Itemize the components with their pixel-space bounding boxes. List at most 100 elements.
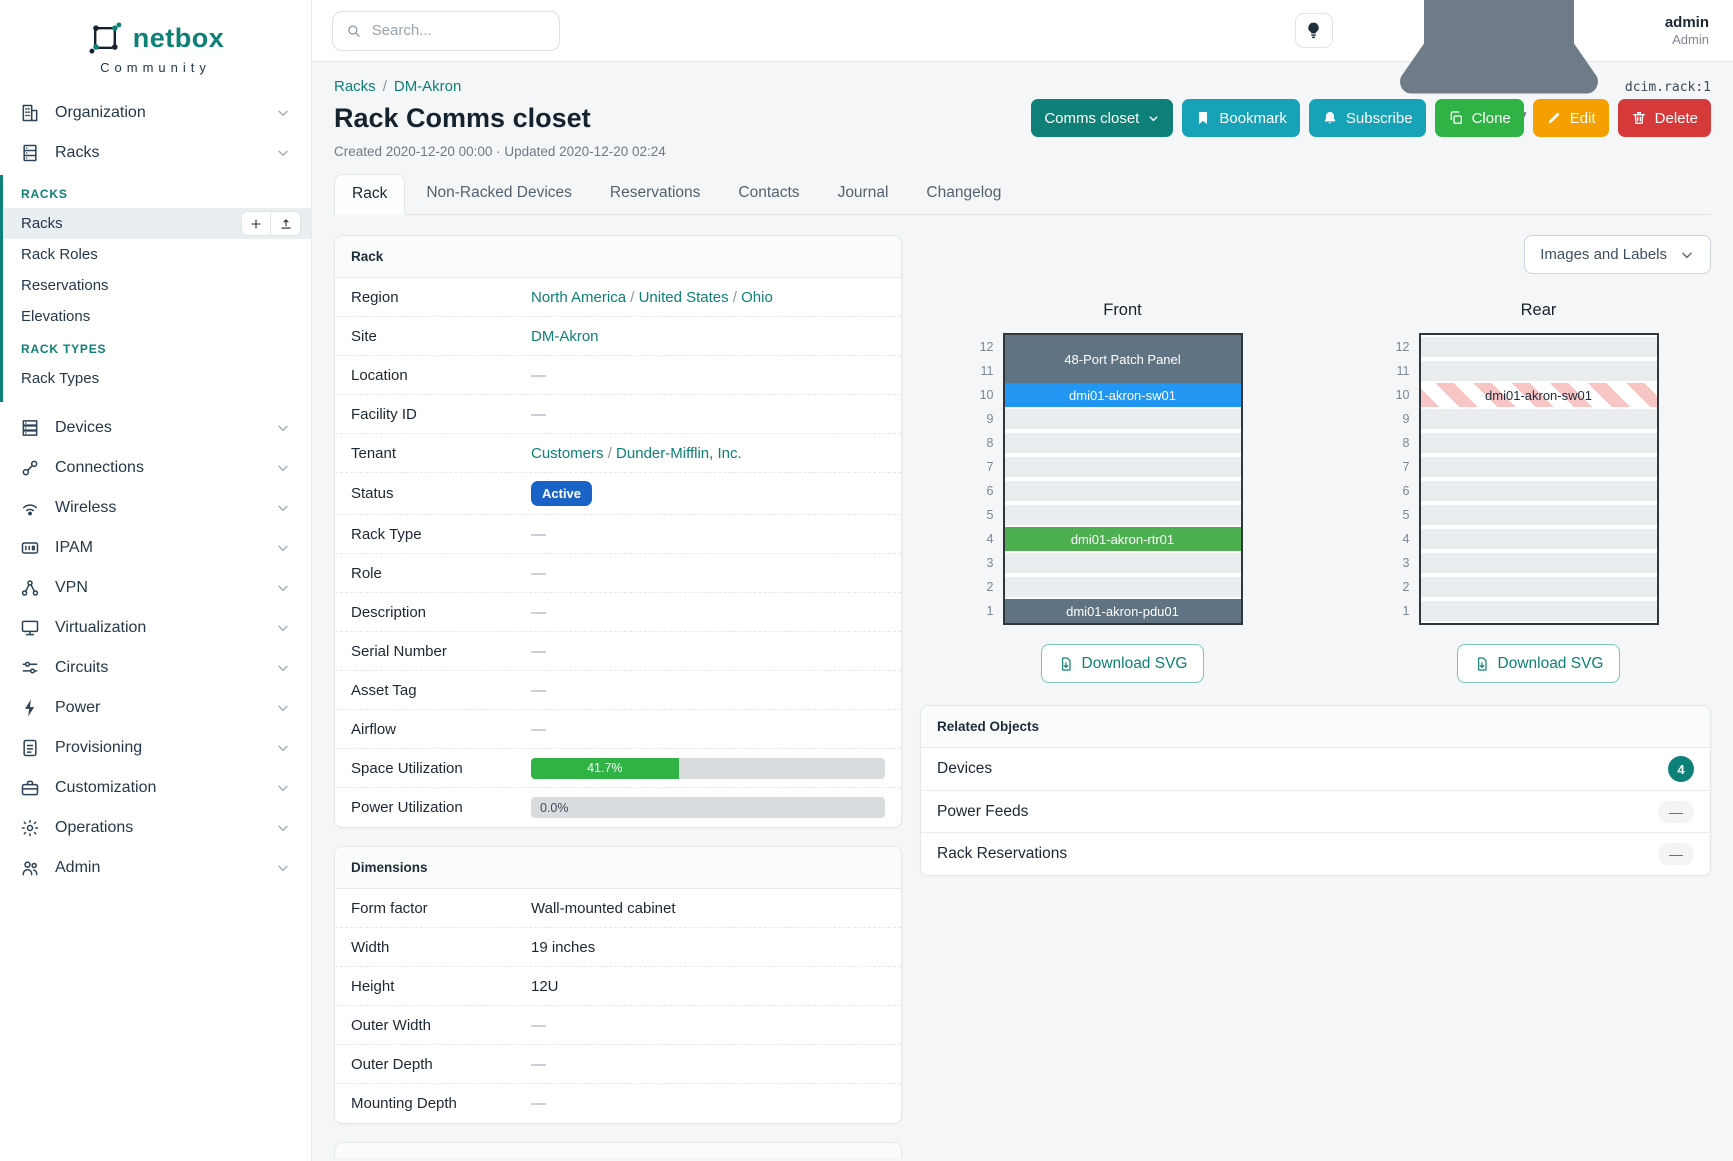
sidebar-item-elevations[interactable]: Elevations	[3, 301, 311, 332]
tab-non-racked-devices[interactable]: Non-Racked Devices	[426, 184, 572, 201]
related-label: Rack Reservations	[937, 845, 1068, 862]
tab-contacts[interactable]: Contacts	[738, 184, 800, 201]
related-label: Power Feeds	[937, 802, 1029, 820]
context-dropdown-button[interactable]: Comms closet	[1031, 99, 1174, 137]
theme-toggle-button[interactable]	[1294, 13, 1333, 48]
sidebar-item-devices[interactable]: Devices	[0, 408, 311, 448]
clone-button[interactable]: Clone	[1434, 99, 1524, 137]
unit-number: 2	[1402, 580, 1410, 594]
admin-icon	[20, 858, 40, 878]
link-north-america[interactable]: North America	[531, 288, 627, 306]
page-title: Rack Comms closet	[334, 102, 591, 133]
link-customers[interactable]: Customers	[531, 444, 604, 462]
text-value: Wall-mounted cabinet	[531, 899, 676, 917]
empty-count: —	[1658, 800, 1694, 823]
power-icon	[20, 698, 40, 718]
sidebar-item-label: Rack Types	[21, 370, 100, 387]
rack-device-dmi01-akron-sw01-rear[interactable]: dmi01-akron-sw01	[1420, 383, 1657, 407]
elevation-view-toggle-label: Images and Labels	[1540, 246, 1667, 263]
rack-elevation-front: 48-Port Patch Panel dmi01-akron-sw01 dmi01…	[1002, 333, 1243, 625]
link-ohio[interactable]: Ohio	[741, 288, 773, 306]
attr-value: —	[531, 1095, 885, 1112]
add-rack-button[interactable]	[241, 211, 271, 236]
rack-unit-empty	[1420, 575, 1657, 599]
unit-number: 4	[1402, 532, 1410, 546]
sidebar-item-wireless[interactable]: Wireless	[0, 488, 311, 528]
tab-changelog[interactable]: Changelog	[926, 184, 1002, 201]
operations-icon	[20, 818, 40, 838]
edit-button[interactable]: Edit	[1532, 99, 1609, 137]
attr-label: Rack Type	[351, 525, 422, 543]
subscribe-button[interactable]: Subscribe	[1308, 99, 1426, 137]
sidebar-item-racks[interactable]: Racks	[3, 208, 311, 239]
related-row-rack-reservations[interactable]: Rack Reservations —	[921, 833, 1710, 875]
related-objects-title: Related Objects	[921, 706, 1710, 748]
elevation-front: Front 12 11 10 9 8 7 6 5 4 3 2 1 48-Port Patch Panel d…	[973, 301, 1243, 683]
search-box[interactable]	[332, 10, 560, 51]
search-input[interactable]	[371, 22, 546, 39]
provisioning-icon	[20, 738, 40, 758]
sidebar-item-rack-types[interactable]: Rack Types	[3, 363, 311, 394]
bookmark-button[interactable]: Bookmark	[1182, 99, 1300, 137]
sidebar-item-circuits[interactable]: Circuits	[0, 648, 311, 688]
sidebar-item-customization[interactable]: Customization	[0, 768, 311, 808]
sidebar-item-label: Reservations	[21, 277, 109, 294]
delete-button[interactable]: Delete	[1617, 99, 1711, 137]
unit-number: 8	[1402, 436, 1410, 450]
empty-value: —	[531, 642, 546, 660]
sidebar-item-organization[interactable]: Organization	[0, 93, 311, 133]
chevron-down-icon	[275, 500, 291, 516]
unit-number: 6	[986, 484, 994, 498]
progress-bar: 41.7%	[531, 757, 885, 779]
sidebar-item-virtualization[interactable]: Virtualization	[0, 608, 311, 648]
sidebar-item-admin[interactable]: Admin	[0, 848, 311, 888]
download-svg-button-rear[interactable]: Download SVG	[1456, 644, 1621, 683]
elevation-view-toggle[interactable]: Images and Labels	[1524, 235, 1711, 274]
tab-rack[interactable]: Rack	[334, 174, 406, 215]
attr-row-region: Region North America / United States / Oh…	[335, 278, 901, 317]
sidebar-item-racks[interactable]: Racks	[0, 133, 311, 173]
sidebar-item-power[interactable]: Power	[0, 688, 311, 728]
attr-row-role: Role —	[335, 554, 901, 593]
sidebar-item-connections[interactable]: Connections	[0, 448, 311, 488]
search-icon	[346, 22, 362, 40]
tab-bar: Rack Non-Racked Devices Reservations Contac…	[334, 174, 1711, 215]
brand[interactable]: netbox Community	[0, 12, 311, 93]
bell-plus-icon	[1322, 110, 1338, 126]
rack-icon	[20, 143, 40, 163]
tab-reservations[interactable]: Reservations	[609, 184, 701, 201]
user-menu[interactable]: admin Admin	[1665, 14, 1709, 48]
rack-device-dmi01-akron-rtr01-front[interactable]: dmi01-akron-rtr01	[1004, 527, 1241, 551]
breadcrumb-link-racks[interactable]: Racks	[334, 78, 376, 95]
rack-device-48-port-patch-panel-front[interactable]: 48-Port Patch Panel	[1004, 335, 1241, 383]
sidebar-item-reservations[interactable]: Reservations	[3, 270, 311, 301]
sidebar-item-rack-roles[interactable]: Rack Roles	[3, 239, 311, 270]
link-dunder-mifflin-inc[interactable]: Dunder-Mifflin, Inc.	[616, 444, 742, 462]
sidebar-item-vpn[interactable]: VPN	[0, 568, 311, 608]
related-row-devices[interactable]: Devices 4	[921, 748, 1710, 791]
attr-label: Site	[351, 327, 377, 345]
attr-row-facility-id: Facility ID —	[335, 395, 901, 434]
link-united-states[interactable]: United States	[638, 288, 729, 306]
sidebar-section-racks: RACKS	[21, 187, 68, 201]
tab-journal[interactable]: Journal	[837, 184, 889, 201]
link-dm-akron[interactable]: DM-Akron	[531, 327, 599, 345]
connections-icon	[20, 458, 40, 478]
attr-label: Status	[351, 485, 394, 502]
import-rack-button[interactable]	[271, 211, 301, 236]
unit-number: 10	[1395, 388, 1410, 402]
attr-value: —	[531, 604, 885, 621]
unit-number: 1	[1402, 604, 1410, 618]
rack-device-dmi01-akron-pdu01-front[interactable]: dmi01-akron-pdu01	[1004, 599, 1241, 623]
empty-value: —	[531, 564, 546, 582]
related-label: Devices	[937, 760, 993, 777]
rack-device-dmi01-akron-sw01-front[interactable]: dmi01-akron-sw01	[1004, 383, 1241, 407]
download-svg-button-front[interactable]: Download SVG	[1040, 644, 1205, 683]
sidebar-item-operations[interactable]: Operations	[0, 808, 311, 848]
circuits-icon	[20, 658, 40, 678]
sidebar-item-provisioning[interactable]: Provisioning	[0, 728, 311, 768]
sidebar-item-ipam[interactable]: IPAM	[0, 528, 311, 568]
related-row-power-feeds[interactable]: Power Feeds —	[921, 791, 1710, 833]
breadcrumb: Racks / DM-Akron	[334, 78, 461, 95]
breadcrumb-link-dm-akron[interactable]: DM-Akron	[393, 78, 462, 95]
